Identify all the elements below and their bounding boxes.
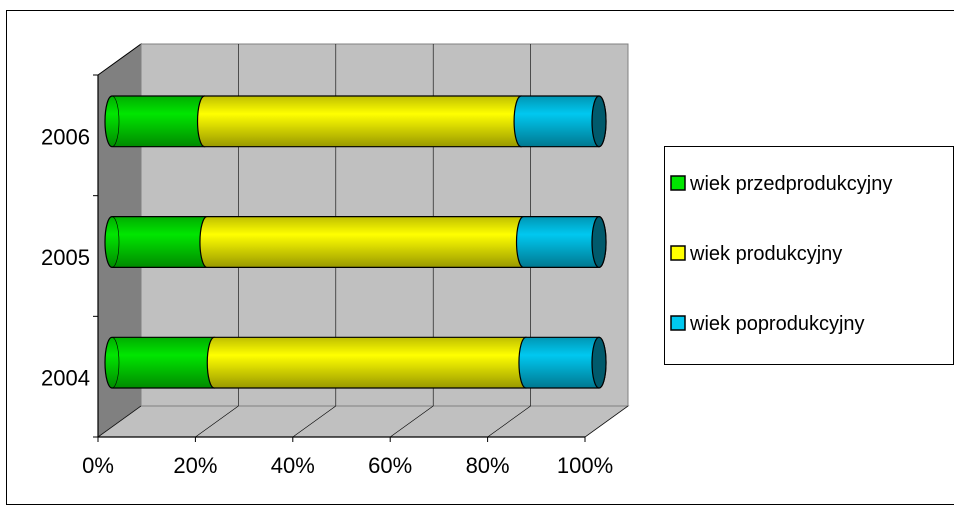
y-tick-label-2004: 2004 — [41, 366, 90, 391]
bar-start-2004 — [104, 337, 120, 389]
x-tick-label-5: 100% — [557, 453, 613, 478]
legend-label-1: wiek produkcyjny — [689, 243, 842, 265]
bars — [104, 95, 607, 389]
bar-cap-2006 — [591, 95, 607, 148]
axes: 2004 2005 2006 0% 20% 40% 60% 80% 100% — [41, 74, 613, 478]
floor-gridline-5 — [584, 405, 629, 438]
x-tick-label-2: 40% — [271, 453, 315, 478]
bar-start-2006 — [104, 95, 120, 147]
floor — [96, 405, 630, 438]
legend-label-2: wiek poprodukcyjny — [689, 313, 865, 335]
y-tick-label-2006: 2006 — [41, 124, 90, 149]
legend-swatch-0 — [670, 175, 686, 191]
bar-2005-wiek-produkcyjny — [199, 216, 532, 268]
legend: wiek przedprodukcyjny wiek produkcyjny wie… — [664, 146, 954, 365]
bar-2005-wiek-przedprodukcyjny — [104, 216, 215, 268]
floor-gridline-1 — [195, 405, 239, 438]
floor-gridline-3 — [390, 405, 434, 438]
legend-swatch-1 — [670, 245, 686, 261]
x-tick-label-1: 20% — [173, 453, 217, 478]
floor-gridline-4 — [487, 405, 531, 438]
bar-2006-wiek-przedprodukcyjny — [104, 95, 213, 148]
bar-2004-wiek-produkcyjny — [206, 336, 534, 389]
x-tick-label-3: 60% — [368, 453, 412, 478]
y-tick-label-2005: 2005 — [41, 245, 90, 270]
x-tick-label-4: 80% — [466, 453, 510, 478]
legend-label-0: wiek przedprodukcyjny — [689, 173, 892, 195]
bar-start-2005 — [104, 216, 120, 268]
bar-2006-wiek-produkcyjny — [196, 95, 529, 148]
bar-cap-2004 — [591, 336, 607, 389]
bar-2004-wiek-przedprodukcyjny — [104, 336, 222, 389]
bar-cap-2005 — [591, 216, 607, 268]
legend-box — [664, 146, 954, 365]
x-tick-label-0: 0% — [82, 453, 114, 478]
legend-swatch-2 — [670, 315, 686, 331]
floor-gridline-2 — [292, 405, 336, 438]
floor-gridline-0 — [97, 405, 142, 438]
